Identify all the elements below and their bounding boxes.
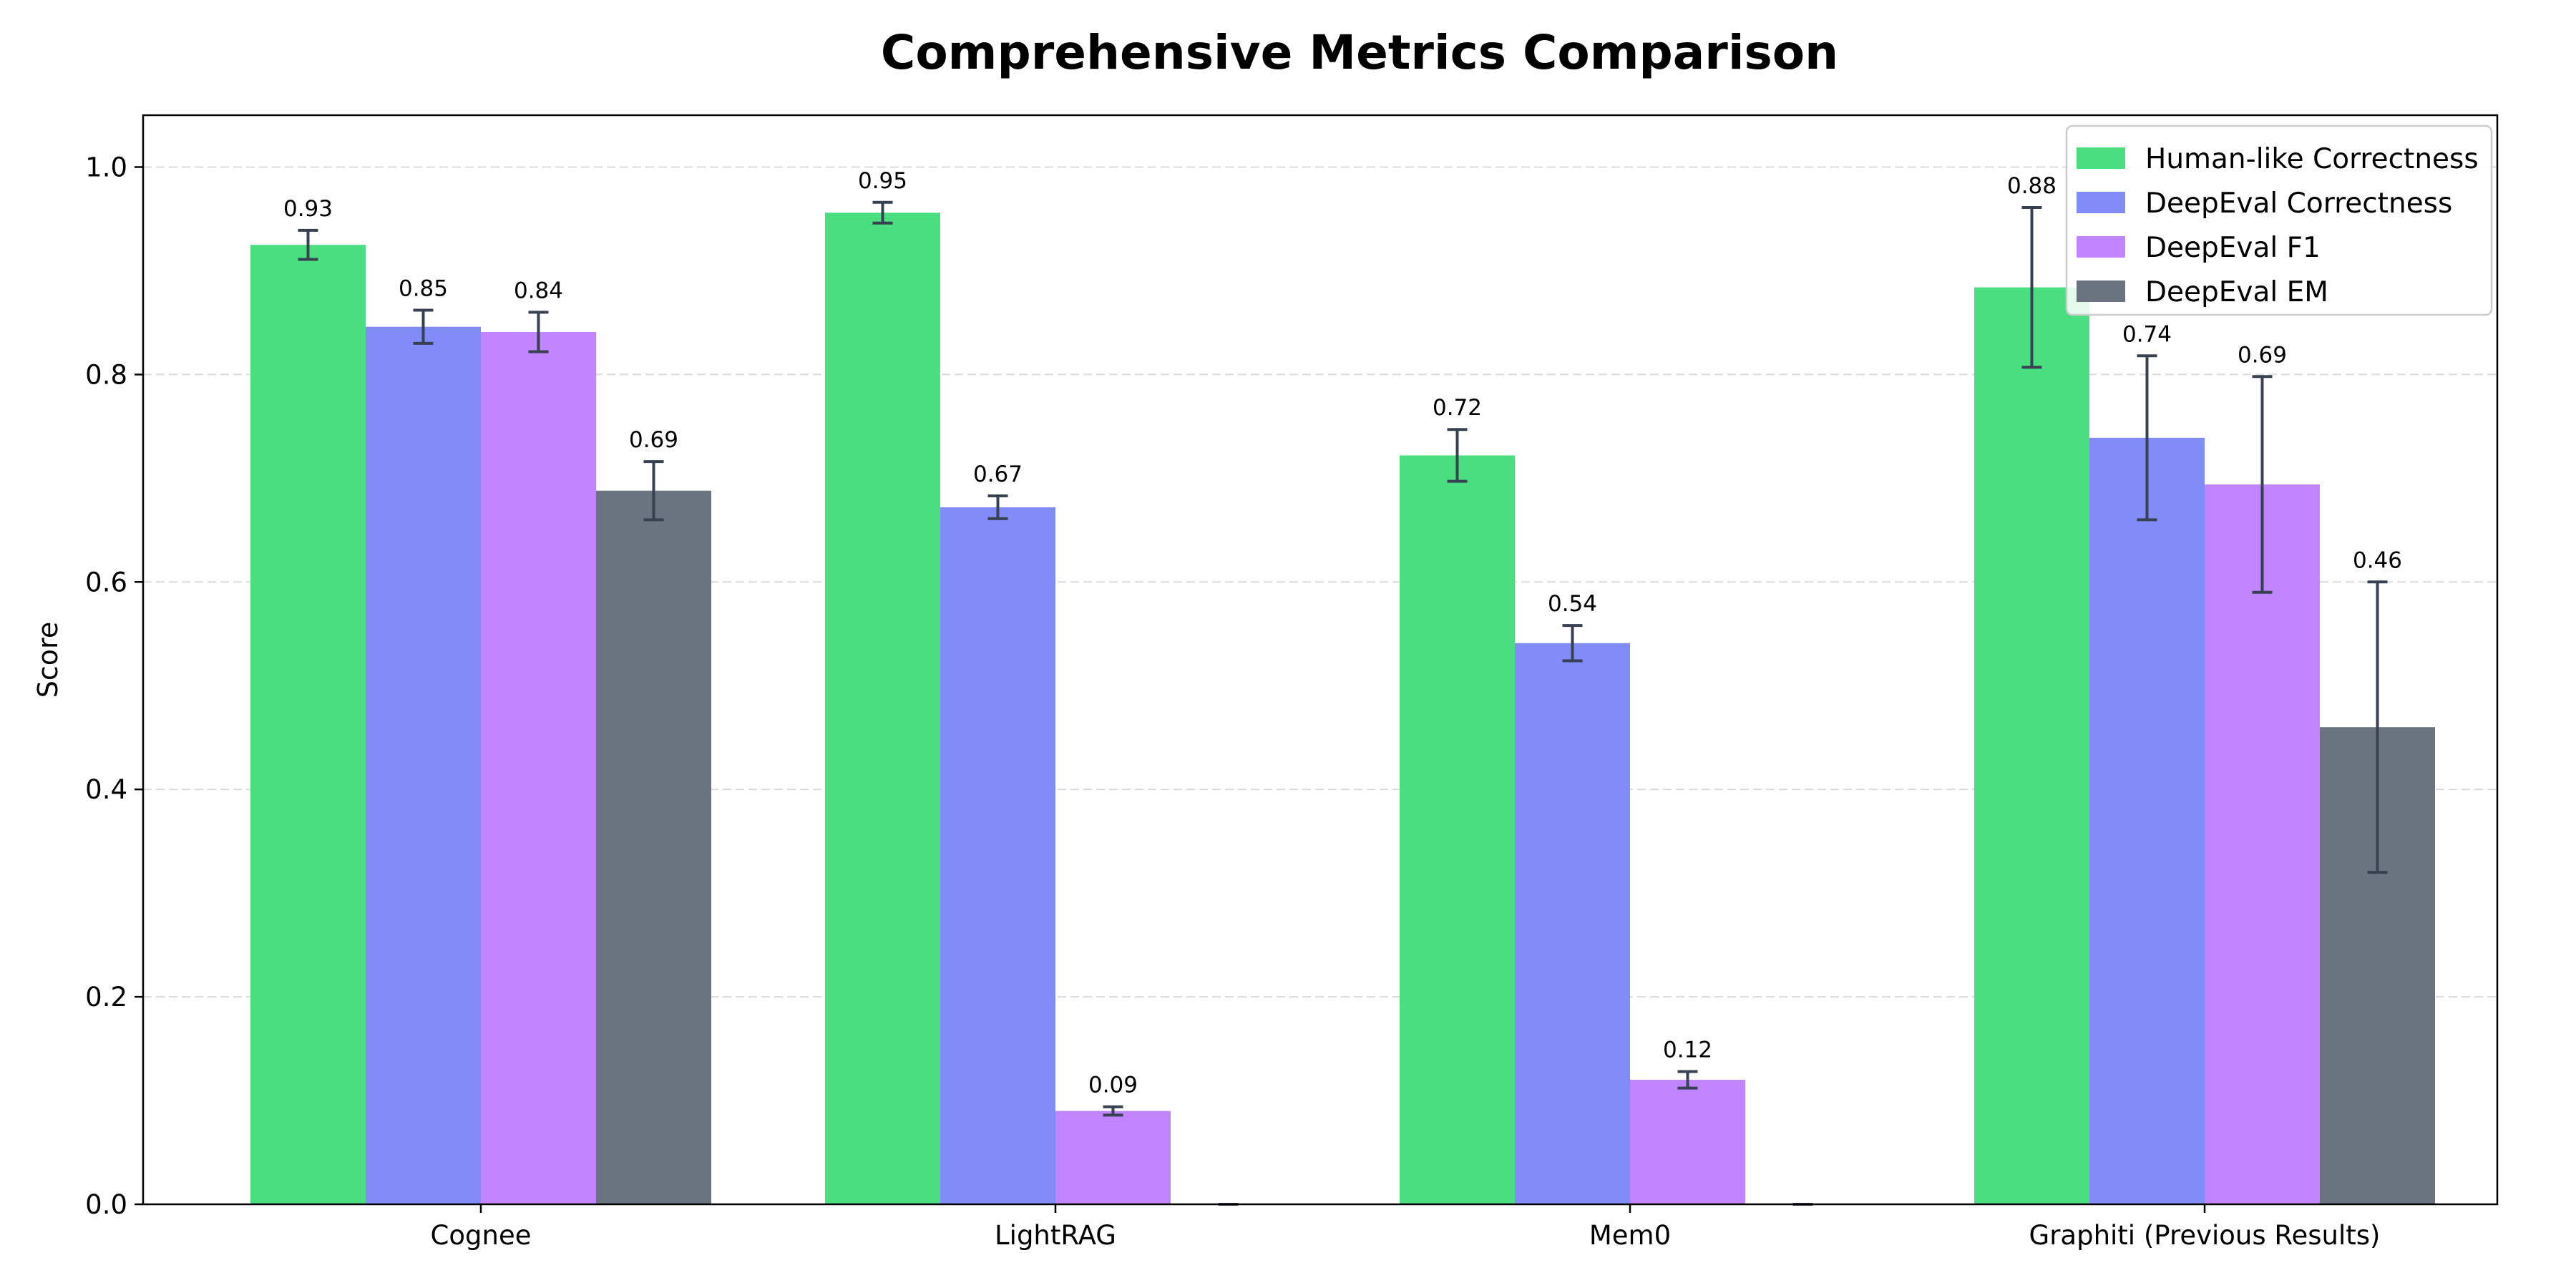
y-axis-label: Score [32, 622, 64, 698]
legend-box [2065, 125, 2493, 316]
value-labels: 0.93 0.95 0.72 0.88 0.85 0.67 0.54 0.74 0.84 0.09… [283, 168, 2402, 1098]
value-label: 0.95 [858, 168, 907, 194]
bar [596, 490, 711, 1204]
value-label: 0.74 [2122, 321, 2172, 347]
bar [1515, 643, 1630, 1204]
x-tick-label: Cognee [431, 1220, 532, 1251]
y-tick-label: 0.2 [85, 982, 127, 1013]
error-bars [298, 200, 2388, 1206]
y-tick-label: 0.0 [85, 1189, 127, 1220]
value-label: 0.67 [973, 462, 1023, 487]
bar [1630, 1080, 1745, 1204]
legend-label: DeepEval F1 [2145, 232, 2321, 264]
bar [940, 507, 1055, 1204]
value-label: 0.93 [283, 196, 333, 222]
value-label: 0.88 [2007, 173, 2057, 199]
chart-title: Comprehensive Metrics Comparison [881, 25, 1838, 80]
legend-label: DeepEval EM [2145, 276, 2328, 308]
x-tick-label: Mem0 [1589, 1220, 1671, 1251]
legend-label: Human-like Correctness [2145, 143, 2479, 175]
bar [2205, 484, 2320, 1204]
bar [366, 326, 481, 1204]
value-label: 0.72 [1433, 395, 1482, 421]
legend-swatch [2077, 192, 2125, 213]
y-tick-label: 1.0 [85, 152, 127, 182]
y-tick-label: 0.6 [85, 567, 127, 597]
value-label: 0.84 [514, 278, 563, 303]
legend: Human-like Correctness DeepEval Correctne… [2065, 125, 2493, 316]
value-label: 0.09 [1088, 1073, 1138, 1098]
legend-swatch [2077, 236, 2125, 258]
legend-swatch [2077, 280, 2125, 302]
bar [1055, 1111, 1171, 1204]
bar [1400, 455, 1515, 1204]
value-label: 0.54 [1548, 591, 1597, 617]
bar [2089, 437, 2205, 1204]
legend-label: DeepEval Correctness [2145, 187, 2452, 220]
bar [825, 213, 940, 1204]
bar [481, 331, 596, 1205]
value-label: 0.12 [1663, 1037, 1712, 1063]
value-label: 0.85 [399, 276, 448, 302]
y-tick-label: 0.4 [85, 774, 127, 805]
legend-swatch [2077, 147, 2125, 169]
bar [1974, 287, 2089, 1204]
x-tick-label: Graphiti (Previous Results) [2029, 1220, 2381, 1251]
value-label: 0.69 [629, 427, 678, 453]
axes: 0.0 0.2 0.4 0.6 0.8 1.0 Cognee LightRAG Mem0 Grap… [85, 152, 2380, 1251]
value-label: 0.69 [2238, 342, 2287, 368]
bars [250, 213, 2435, 1205]
plot-frame [142, 114, 2499, 1206]
bar [250, 245, 366, 1205]
y-tick-label: 0.8 [85, 359, 127, 390]
value-label: 0.46 [2353, 547, 2402, 573]
x-tick-label: LightRAG [995, 1220, 1116, 1251]
